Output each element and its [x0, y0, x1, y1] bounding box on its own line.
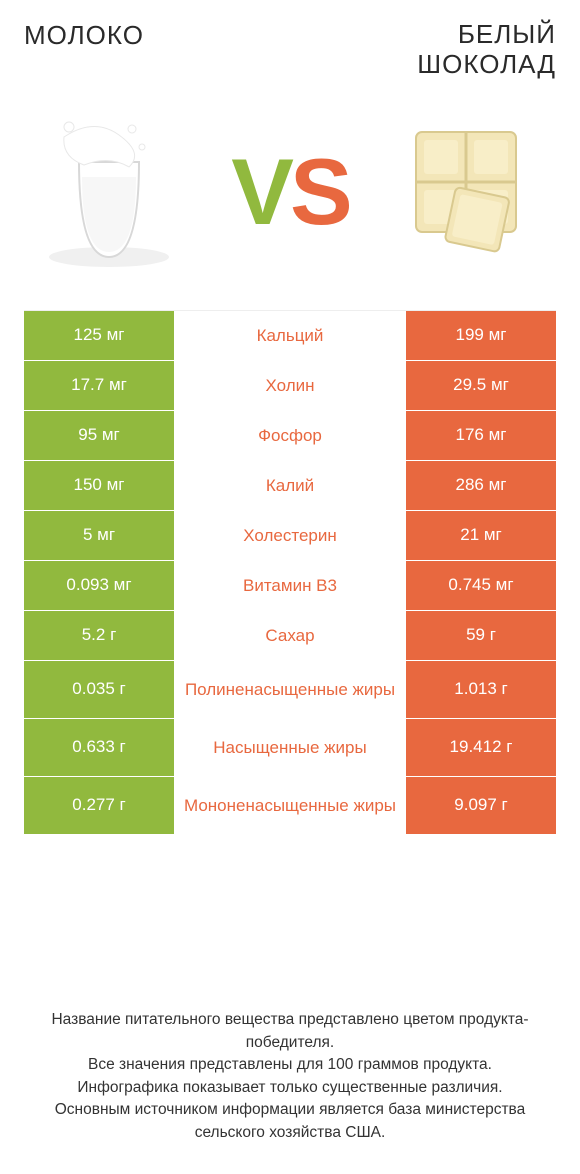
- table-row: 17.7 мгХолин29.5 мг: [24, 361, 556, 411]
- right-value: 21 мг: [406, 511, 556, 560]
- left-value: 95 мг: [24, 411, 174, 460]
- left-value: 150 мг: [24, 461, 174, 510]
- footer-line: Название питательного вещества представл…: [30, 1009, 550, 1054]
- left-value: 0.035 г: [24, 661, 174, 718]
- right-value: 29.5 мг: [406, 361, 556, 410]
- right-value: 9.097 г: [406, 777, 556, 834]
- table-row: 0.035 гПолиненасыщенные жиры1.013 г: [24, 661, 556, 719]
- table-row: 0.277 гМононенасыщенные жиры9.097 г: [24, 777, 556, 835]
- nutrient-label: Фосфор: [174, 411, 406, 460]
- right-value: 0.745 мг: [406, 561, 556, 610]
- titles-row: МОЛОКО БЕЛЫЙ ШОКОЛАД: [24, 20, 556, 80]
- left-value: 0.633 г: [24, 719, 174, 776]
- white-chocolate-icon: [386, 107, 556, 277]
- left-value: 0.277 г: [24, 777, 174, 834]
- right-value: 286 мг: [406, 461, 556, 510]
- footer-line: Инфографика показывает только существенн…: [30, 1077, 550, 1099]
- left-value: 5.2 г: [24, 611, 174, 660]
- comparison-table: 125 мгКальций199 мг17.7 мгХолин29.5 мг95…: [24, 310, 556, 835]
- footer-notes: Название питательного вещества представл…: [24, 979, 556, 1154]
- nutrient-label: Витамин B3: [174, 561, 406, 610]
- left-value: 125 мг: [24, 311, 174, 360]
- right-value: 19.412 г: [406, 719, 556, 776]
- right-value: 176 мг: [406, 411, 556, 460]
- table-row: 5 мгХолестерин21 мг: [24, 511, 556, 561]
- right-value: 1.013 г: [406, 661, 556, 718]
- nutrient-label: Полиненасыщенные жиры: [174, 661, 406, 718]
- table-row: 150 мгКалий286 мг: [24, 461, 556, 511]
- milk-icon: [24, 107, 194, 277]
- left-value: 17.7 мг: [24, 361, 174, 410]
- right-value: 199 мг: [406, 311, 556, 360]
- nutrient-label: Кальций: [174, 311, 406, 360]
- footer-line: Все значения представлены для 100 граммо…: [30, 1054, 550, 1076]
- nutrient-label: Сахар: [174, 611, 406, 660]
- table-row: 0.093 мгВитамин B30.745 мг: [24, 561, 556, 611]
- nutrient-label: Мононенасыщенные жиры: [174, 777, 406, 834]
- vs-v: V: [231, 145, 290, 239]
- vs-s: S: [290, 145, 349, 239]
- right-title: БЕЛЫЙ ШОКОЛАД: [317, 20, 556, 80]
- table-row: 125 мгКальций199 мг: [24, 311, 556, 361]
- nutrient-label: Насыщенные жиры: [174, 719, 406, 776]
- right-value: 59 г: [406, 611, 556, 660]
- hero-row: VS: [24, 92, 556, 292]
- vs-label: VS: [231, 145, 348, 239]
- nutrient-label: Холестерин: [174, 511, 406, 560]
- left-value: 0.093 мг: [24, 561, 174, 610]
- table-row: 0.633 гНасыщенные жиры19.412 г: [24, 719, 556, 777]
- left-value: 5 мг: [24, 511, 174, 560]
- table-row: 95 мгФосфор176 мг: [24, 411, 556, 461]
- table-row: 5.2 гСахар59 г: [24, 611, 556, 661]
- footer-line: Основным источником информации является …: [30, 1099, 550, 1144]
- left-title: МОЛОКО: [24, 20, 263, 51]
- nutrient-label: Калий: [174, 461, 406, 510]
- nutrient-label: Холин: [174, 361, 406, 410]
